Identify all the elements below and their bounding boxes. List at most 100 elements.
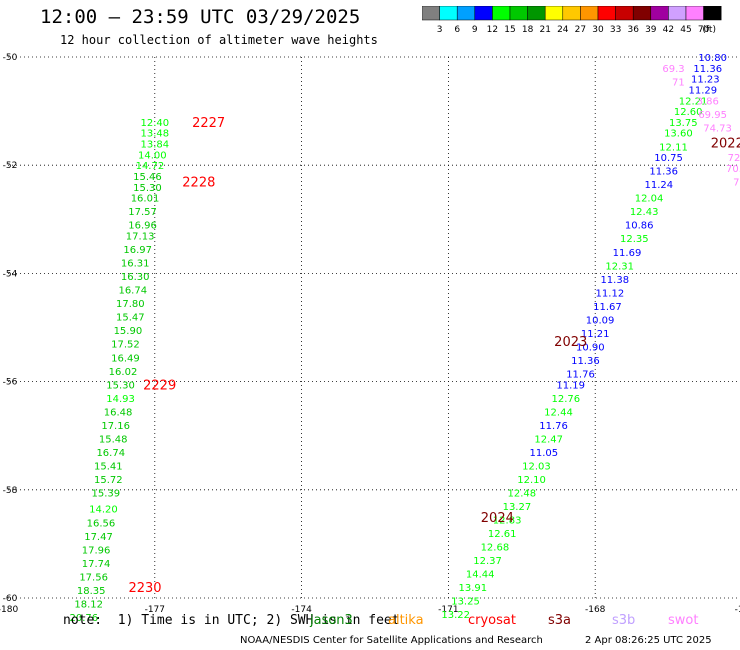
legend-cryosat: cryosat	[468, 613, 516, 628]
data-point-s3a: 13.25	[451, 597, 480, 608]
scale-label: 24	[557, 25, 569, 35]
data-point-s3a: 10.80	[698, 53, 727, 64]
data-point-cryosat: 12.40	[140, 118, 169, 129]
data-point-s3a: 10.09	[586, 315, 615, 326]
track-label: 2230	[128, 581, 161, 596]
data-point-cryosat: 15.46	[133, 172, 162, 183]
data-point-cryosat: 16.49	[111, 353, 140, 364]
chart-subtitle: 12 hour collection of altimeter wave hei…	[60, 33, 378, 47]
data-point-swot: 69.3	[662, 64, 684, 75]
data-point-cryosat: 16.02	[109, 367, 138, 378]
scale-label: 9	[472, 25, 478, 35]
y-tick-label: -52	[3, 161, 18, 171]
scale-label: 12	[487, 25, 498, 35]
data-point-s3a: 12.04	[635, 194, 664, 205]
data-point-cryosat: 15.90	[114, 326, 143, 337]
data-point-s3a: 11.24	[644, 180, 673, 191]
data-point-s3a: 10.90	[576, 342, 605, 353]
data-point-swot: 3.86	[697, 96, 719, 107]
data-point-cryosat: 15.47	[116, 313, 145, 324]
data-point-s3a: 11.36	[571, 356, 600, 367]
data-point-cryosat: 13.84	[140, 140, 169, 151]
data-point-s3a: 13.22	[441, 610, 470, 621]
footer-credit: NOAA/NESDIS Center for Satellite Applica…	[240, 635, 543, 646]
data-point-cryosat: 17.47	[84, 532, 113, 543]
scale-label: 39	[645, 25, 657, 35]
track-label: 2023	[554, 335, 587, 350]
data-point-s3a: 12.37	[473, 556, 502, 567]
x-tick-label: -171	[438, 605, 458, 615]
data-point-s3a: 13.60	[664, 129, 693, 140]
data-point-s3a: 11.29	[689, 85, 718, 96]
data-point-swot: 71	[733, 177, 740, 188]
scale-label: 36	[627, 25, 639, 35]
data-point-cryosat: 17.74	[82, 559, 111, 570]
y-tick-label: -58	[3, 486, 18, 496]
data-point-s3a: 11.23	[691, 75, 720, 86]
data-point-cryosat: 18.12	[74, 599, 103, 610]
data-point-s3a: 12.10	[517, 475, 546, 486]
data-point-cryosat: 17.57	[128, 207, 157, 218]
x-tick-label: -16	[735, 605, 740, 615]
y-tick-label: -60	[3, 594, 18, 604]
track-label: 2228	[182, 175, 215, 190]
data-point-s3a: 12.03	[522, 461, 551, 472]
data-point-cryosat: 13.48	[140, 129, 169, 140]
data-point-cryosat: 14.00	[138, 150, 167, 161]
x-tick-label: -177	[145, 605, 165, 615]
data-point-s3a: 11.36	[693, 64, 722, 75]
data-point-cryosat: 15.30	[106, 380, 135, 391]
data-point-s3a: 12.44	[544, 407, 573, 418]
x-tick-label: -180	[0, 605, 18, 615]
data-point-cryosat: 16.96	[128, 221, 157, 232]
data-point-s3a: 12.61	[488, 529, 517, 540]
data-point-cryosat: 15.41	[94, 461, 123, 472]
x-tick-label: -168	[585, 605, 606, 615]
data-point-cryosat: 17.96	[82, 545, 111, 556]
x-tick-label: -174	[291, 605, 312, 615]
scale-label: 6	[454, 25, 460, 35]
data-point-s3a: 11.21	[581, 329, 610, 340]
data-point-s3a: 12.43	[630, 207, 659, 218]
track-labels: 2227 2228 2229 2230 2022 2023 2024	[128, 116, 740, 596]
footnote: note: 1) Time is in UTC; 2) SWH is in fe…	[63, 613, 400, 628]
data-point-s3a: 11.76	[539, 421, 568, 432]
data-point-s3a: 11.38	[600, 275, 629, 286]
scale-label: 33	[610, 25, 621, 35]
y-tick-label: -56	[3, 378, 18, 388]
data-point-s3a: 11.19	[556, 380, 585, 391]
data-point-s3a: 14.44	[466, 570, 495, 581]
data-point-s3a: 13.75	[669, 118, 698, 129]
scale-label: 15	[504, 25, 515, 35]
data-point-cryosat: 17.80	[116, 299, 145, 310]
data-point-cryosat: 15.72	[94, 475, 123, 486]
track-label: 2227	[192, 116, 225, 131]
data-points: 12.4013.4813.8414.0014.7215.4615.3016.01…	[70, 53, 740, 624]
legend-s3b: s3b	[612, 613, 636, 628]
data-point-s3a: 12.76	[552, 394, 581, 405]
data-point-cryosat: 17.52	[111, 340, 140, 351]
footer-date: 2 Apr 08:26:25 UTC 2025	[585, 635, 712, 646]
data-point-cryosat: 16.97	[123, 245, 152, 256]
legend-swot: swot	[668, 613, 699, 628]
data-point-cryosat: 16.01	[131, 194, 160, 205]
axes: -50 -52 -54 -56 -58 -60-180 -177 -174 -171 -168 -1…	[0, 53, 740, 615]
data-point-s3a: 11.05	[529, 448, 558, 459]
data-point-s3a: 12.11	[659, 142, 688, 153]
color-scale: 3 6 9 12 15 18 21 24 27 30 33 36 39 42 45 70(ft)	[422, 6, 722, 35]
scale-label: 27	[575, 25, 586, 35]
data-point-s3a: 12.47	[534, 434, 563, 445]
data-point-cryosat: 15.30	[133, 183, 162, 194]
data-point-cryosat: 16.74	[96, 448, 125, 459]
data-point-s3a: 10.86	[625, 221, 654, 232]
y-tick-label: -50	[3, 53, 18, 63]
data-point-s3a: 12.60	[674, 107, 703, 118]
scale-label: 70	[698, 25, 710, 35]
data-point-cryosat: 16.56	[87, 518, 116, 529]
data-point-s3a: 10.75	[654, 153, 683, 164]
data-point-swot: 74.73	[703, 123, 732, 134]
track-label: 2229	[143, 378, 176, 393]
data-point-cryosat: 20.76	[70, 613, 99, 624]
data-point-cryosat: 16.30	[121, 272, 150, 283]
